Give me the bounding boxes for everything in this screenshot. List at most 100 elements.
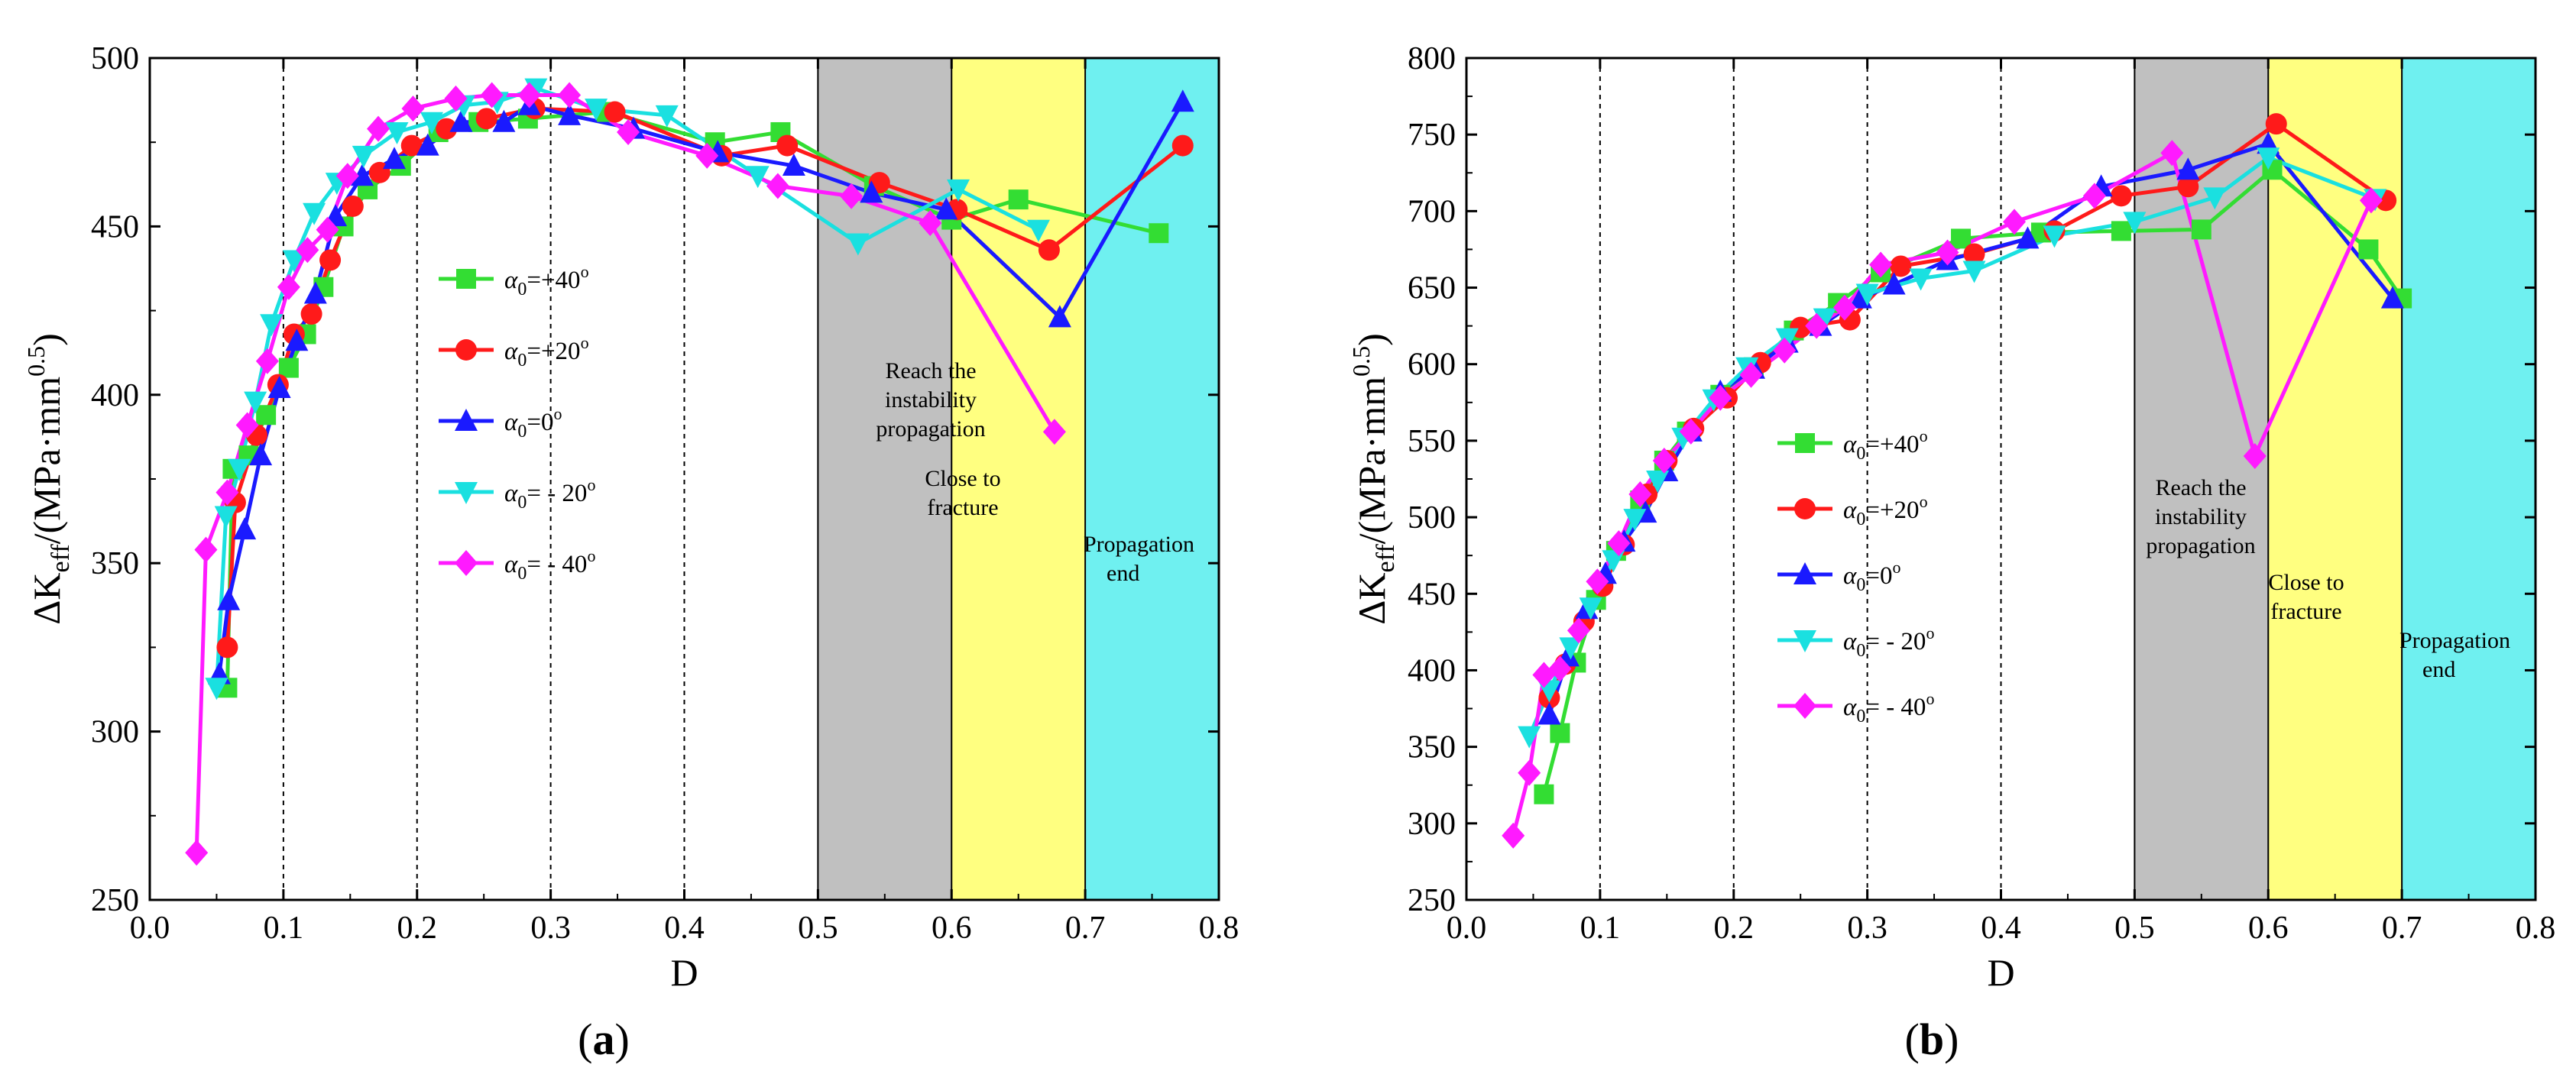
b-x-axis-label: D xyxy=(1987,951,2014,994)
b-series-4-point xyxy=(1518,759,1541,786)
b-series-3-point xyxy=(1775,328,1799,351)
a-legend-entry-3: α0= - 20o xyxy=(439,475,595,513)
b-series-2-point xyxy=(2176,157,2200,180)
b-ytick-label: 750 xyxy=(1408,118,1456,153)
a-series-4-point xyxy=(1042,419,1066,445)
b-zone-0 xyxy=(2134,58,2269,900)
a-series-1-point xyxy=(216,636,238,658)
b-series-2-point xyxy=(2016,226,2040,249)
b-series-3-point xyxy=(1559,637,1583,660)
b-series-4-point xyxy=(1607,530,1631,557)
b-series-2-point xyxy=(1537,702,1561,725)
a-series-2-point xyxy=(935,197,958,220)
a-y-axis-label: ΔKeff/(MPa·mm0.5) xyxy=(22,333,75,624)
a-panel-label: (a) xyxy=(578,1014,630,1064)
b-legend-marker xyxy=(1794,498,1816,519)
a-series-1-point xyxy=(400,134,423,157)
a-series-3-point xyxy=(282,250,306,273)
b-series-2-point xyxy=(1882,272,1906,295)
b-series-3-point xyxy=(1646,471,1670,493)
a-series-3-point xyxy=(746,166,770,189)
b-series-0-point xyxy=(2358,239,2379,260)
a-legend-label: α0=+40o xyxy=(504,262,589,299)
a-series-4-point xyxy=(367,115,390,142)
b-zone-label-0: Reach the instability propagation xyxy=(2146,475,2255,558)
a-series-4-point xyxy=(401,95,425,122)
a-ytick-label: 400 xyxy=(91,378,139,413)
a-zone-label-2: Propagation end xyxy=(1084,532,1194,586)
b-legend-entry-3: α0= - 20o xyxy=(1777,623,1934,661)
b-series-4-point xyxy=(2243,442,2267,469)
b-series-3-point xyxy=(2043,225,2066,248)
a-zone-2 xyxy=(1085,58,1219,900)
b-zone-label-2: Propagation end xyxy=(2399,628,2510,682)
b-series-4-point xyxy=(2082,183,2106,209)
a-series-4-point xyxy=(840,183,864,209)
a-legend-entry-4: α0= - 40o xyxy=(439,546,595,584)
a-series-4-point xyxy=(558,82,582,108)
a-series-2-point xyxy=(860,180,883,203)
a-zone-label-1: Close to fracture xyxy=(925,466,1000,520)
a-series-3-point xyxy=(205,678,228,701)
b-series-4-point xyxy=(1586,568,1609,595)
b-series-0-point xyxy=(2111,221,2131,241)
b-legend-label: α0=0o xyxy=(1843,558,1900,595)
a-series-4-point xyxy=(517,82,541,108)
b-series-1-point xyxy=(2265,113,2287,135)
b-series-3-point xyxy=(1855,283,1879,306)
a-series-2-point xyxy=(782,154,805,176)
b-series-4-point xyxy=(1832,294,1856,321)
a-series-1-point xyxy=(342,195,364,217)
b-ytick-label: 800 xyxy=(1408,41,1456,76)
b-series-4-point xyxy=(2359,187,2383,214)
b-series-3-point xyxy=(1909,268,1933,291)
a-series-0-point xyxy=(256,405,277,426)
b-legend-marker xyxy=(1793,630,1816,652)
a-series-2-point xyxy=(449,109,473,132)
b-series-0-point xyxy=(2191,219,2211,240)
a-series-0-point xyxy=(278,358,299,378)
b-series-1-point xyxy=(1963,243,1985,265)
a-series-4-point xyxy=(296,237,319,264)
a-legend-marker xyxy=(455,550,478,576)
a-series-3-point xyxy=(244,391,267,414)
a-series-4-point xyxy=(766,173,789,199)
b-ytick-label: 250 xyxy=(1408,883,1456,918)
a-legend-label: α0=0o xyxy=(504,404,562,442)
a-series-4-point xyxy=(277,273,300,300)
a-series-1-point xyxy=(1038,239,1060,261)
a-series-4-point xyxy=(480,82,504,108)
a-xtick-label: 0.6 xyxy=(932,911,972,946)
a-xtick-label: 0.2 xyxy=(397,911,438,946)
b-legend-label: α0= - 40o xyxy=(1843,689,1934,726)
b-xtick-label: 0.3 xyxy=(1847,911,1887,946)
a-series-3-point xyxy=(352,145,375,168)
a-legend-entry-2: α0=0o xyxy=(439,404,562,442)
b-xtick-label: 0.1 xyxy=(1580,911,1621,946)
a-xtick-label: 0.8 xyxy=(1199,911,1239,946)
a-ytick-label: 500 xyxy=(91,41,139,76)
b-legend-marker xyxy=(1795,433,1815,453)
b-series-4-point xyxy=(1679,418,1703,445)
a-series-4-point xyxy=(617,118,640,145)
a-series-3-point xyxy=(655,105,679,128)
b-xtick-label: 0.5 xyxy=(2114,911,2155,946)
a-series-2-point xyxy=(249,443,273,466)
b-ytick-label: 700 xyxy=(1408,194,1456,229)
panel-b-chart: 0.0 0.1 0.2 0.3 0.4 0.5 0.6 0.7 0.8 250 300 350 400 4… xyxy=(1347,41,2555,1064)
b-series-3-point xyxy=(1579,597,1602,620)
a-x-axis-label: D xyxy=(670,951,698,994)
b-series-3-point xyxy=(2203,187,2227,210)
b-series-4-point xyxy=(1739,361,1763,388)
a-ytick-label: 450 xyxy=(91,209,139,244)
a-ytick-label: 350 xyxy=(91,546,139,581)
a-series-2-point xyxy=(1048,305,1071,328)
a-xtick-label: 0.4 xyxy=(664,911,705,946)
b-legend-label: α0=+20o xyxy=(1843,492,1928,529)
a-series-1-point xyxy=(1171,134,1194,157)
a-series-3-point xyxy=(946,179,970,202)
a-legend-label: α0= - 40o xyxy=(504,546,595,584)
b-series-3-point xyxy=(1962,260,1986,283)
b-series-0-point xyxy=(1550,723,1570,743)
b-ytick-label: 600 xyxy=(1408,348,1456,383)
